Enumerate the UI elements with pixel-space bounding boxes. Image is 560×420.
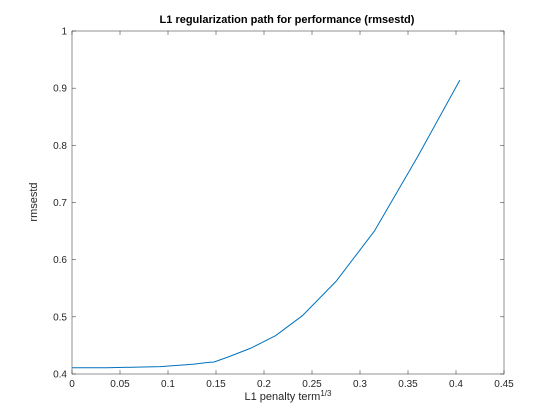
series-line <box>72 79 461 369</box>
x-axis-label-exponent: 1/3 <box>320 389 332 398</box>
x-tick-label: 0.2 <box>257 379 271 390</box>
x-tick-label: 0.05 <box>110 379 130 390</box>
y-tick-label: 0.7 <box>53 198 67 209</box>
y-axis-title: rmsestd <box>28 182 40 221</box>
y-tick-label: 0.5 <box>53 312 67 323</box>
x-tick-label: 0 <box>69 379 75 390</box>
y-tick-label: 0.8 <box>53 141 67 152</box>
x-axis-title: L1 penalty term1/3 <box>245 389 333 404</box>
x-axis-label: L1 penalty term <box>245 391 321 403</box>
chart-title: L1 regularization path for performance (… <box>160 14 415 26</box>
x-tick-label: 0.3 <box>353 379 367 390</box>
plot-area <box>71 30 505 375</box>
y-tick-label: 0.4 <box>53 370 67 381</box>
x-tick-label: 0.1 <box>161 379 175 390</box>
y-axis-ticks: 0.4 0.5 0.6 0.7 0.8 0.9 1 <box>53 27 504 381</box>
x-tick-label: 0.15 <box>206 379 226 390</box>
y-tick-label: 0.6 <box>53 255 67 266</box>
x-tick-label: 0.25 <box>302 379 322 390</box>
y-tick-label: 0.9 <box>53 84 67 95</box>
x-tick-label: 0.4 <box>449 379 463 390</box>
x-tick-label: 0.35 <box>398 379 418 390</box>
x-axis-ticks: 0 0.05 0.1 0.15 0.2 0.25 0.3 0.35 0.4 0.45 <box>69 31 514 390</box>
x-tick-label: 0.45 <box>494 379 514 390</box>
y-tick-label: 1 <box>61 27 67 38</box>
